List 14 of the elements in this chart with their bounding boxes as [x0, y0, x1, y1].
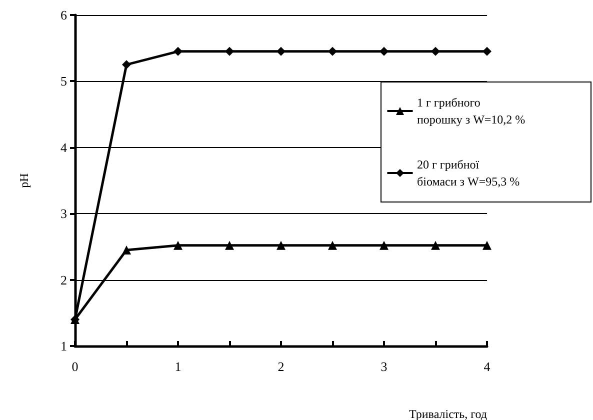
y-tick-label: 2: [60, 272, 67, 288]
y-tick-label: 6: [60, 8, 68, 22]
legend-label: 20 г грибної біомаси з W=95,3 %: [417, 158, 520, 188]
legend-label: 1 г грибного порошку з W=10,2 %: [417, 96, 526, 126]
y-tick-label: 3: [60, 206, 67, 222]
x-tick-label: 1: [174, 359, 182, 374]
x-tick-label: 2: [278, 359, 284, 374]
x-tick-label: 4: [484, 359, 491, 374]
x-tick-label: 0: [72, 359, 78, 374]
x-tick-label: 3: [380, 359, 388, 374]
y-axis-title: pH: [17, 172, 31, 188]
y-tick-label: 5: [60, 74, 67, 89]
y-tick-label: 4: [60, 140, 68, 155]
y-tick-label: 1: [60, 338, 67, 354]
